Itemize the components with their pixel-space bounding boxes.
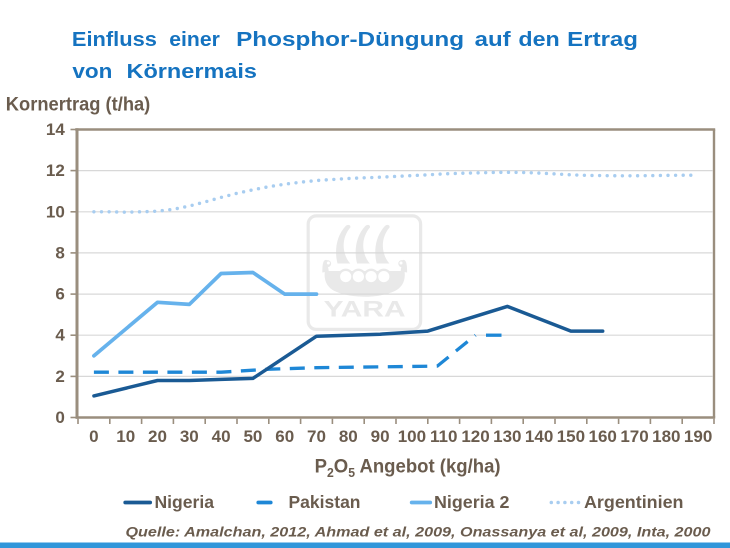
svg-text:10: 10 [116, 427, 135, 446]
svg-text:110: 110 [430, 427, 457, 446]
svg-text:Nigeria 2: Nigeria 2 [434, 492, 510, 512]
svg-text:12: 12 [46, 161, 65, 180]
svg-text:140: 140 [525, 427, 553, 446]
svg-text:60: 60 [275, 427, 294, 446]
svg-text:von: von [72, 61, 112, 83]
svg-text:Kornertrag (t/ha): Kornertrag (t/ha) [6, 95, 151, 116]
svg-text:70: 70 [307, 427, 326, 446]
svg-text:Pakistan: Pakistan [289, 492, 361, 512]
svg-text:den: den [518, 29, 559, 51]
svg-text:20: 20 [148, 427, 167, 446]
svg-text:Einfluss: Einfluss [72, 29, 157, 51]
svg-text:90: 90 [371, 427, 390, 446]
svg-text:40: 40 [212, 427, 231, 446]
svg-text:190: 190 [684, 427, 712, 446]
svg-text:10: 10 [46, 202, 65, 221]
svg-text:180: 180 [652, 427, 680, 446]
svg-text:6: 6 [55, 285, 64, 304]
svg-text:Körnermais: Körnermais [127, 61, 258, 83]
svg-text:100: 100 [398, 427, 426, 446]
svg-text:120: 120 [461, 427, 489, 446]
svg-text:Quelle: Amalchan, 2012, Ahmad: Quelle: Amalchan, 2012, Ahmad et al, 200… [126, 525, 711, 541]
svg-text:160: 160 [589, 427, 617, 446]
svg-text:8: 8 [55, 243, 64, 262]
svg-text:4: 4 [55, 326, 65, 345]
svg-text:30: 30 [180, 427, 199, 446]
svg-text:Argentinien: Argentinien [584, 492, 684, 512]
svg-text:auf: auf [475, 29, 511, 51]
svg-text:80: 80 [339, 427, 358, 446]
svg-text:Nigeria: Nigeria [155, 492, 215, 512]
svg-text:0: 0 [89, 427, 98, 446]
svg-text:170: 170 [620, 427, 648, 446]
svg-text:einer: einer [169, 29, 220, 51]
svg-text:Ertrag: Ertrag [567, 29, 638, 51]
svg-text:130: 130 [493, 427, 521, 446]
svg-text:2: 2 [55, 367, 64, 386]
svg-text:YARA: YARA [324, 297, 406, 322]
svg-text:14: 14 [46, 120, 65, 139]
svg-text:150: 150 [557, 427, 585, 446]
svg-text:P2O5 Angebot (kg/ha): P2O5 Angebot (kg/ha) [315, 457, 501, 481]
svg-text:Phosphor-Düngung: Phosphor-Düngung [236, 29, 464, 51]
svg-text:50: 50 [243, 427, 262, 446]
svg-text:0: 0 [55, 408, 64, 427]
